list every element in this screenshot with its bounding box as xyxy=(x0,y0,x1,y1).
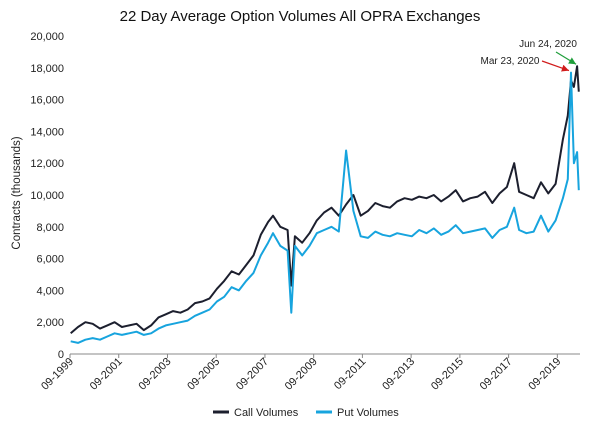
annotation-jun-24-arrow xyxy=(555,51,577,65)
y-tick-label: 16,000 xyxy=(30,95,64,107)
annotation-jun-24-label: Jun 24, 2020 xyxy=(519,39,577,50)
y-tick-label: 20,000 xyxy=(30,31,64,43)
call-volumes-line xyxy=(70,65,580,335)
legend-label-put-volumes: Put Volumes xyxy=(337,407,399,419)
annotations: Jun 24, 2020 Mar 23, 2020 xyxy=(481,39,577,72)
y-tick-label: 18,000 xyxy=(30,63,64,75)
legend: Call Volumes Put Volumes xyxy=(213,407,399,419)
y-tick-label: 12,000 xyxy=(30,158,64,170)
y-tick-label: 10,000 xyxy=(30,190,64,202)
y-tick-label: 6,000 xyxy=(36,254,64,266)
y-tick-label: 8,000 xyxy=(36,222,64,234)
y-tick-label: 2,000 xyxy=(36,317,64,329)
chart-title: 22 Day Average Option Volumes All OPRA E… xyxy=(120,8,481,25)
y-tick-label: 4,000 xyxy=(36,285,64,297)
annotation-mar-23-arrow xyxy=(541,60,570,72)
y-tick-label: 0 xyxy=(58,349,64,361)
y-tick-label: 14,000 xyxy=(30,126,64,138)
put-volumes-line xyxy=(70,71,580,344)
legend-label-call-volumes: Call Volumes xyxy=(234,407,299,419)
y-axis-label: Contracts (thousands) xyxy=(11,136,23,249)
annotation-mar-23-label: Mar 23, 2020 xyxy=(481,56,540,67)
series-layer xyxy=(70,65,580,344)
